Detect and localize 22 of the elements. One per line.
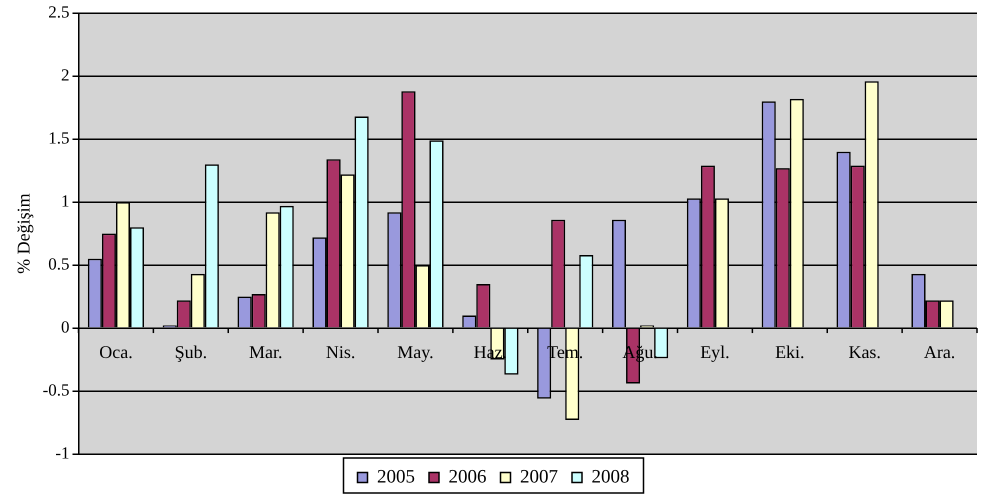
y-tick-label: 0.5	[48, 254, 70, 274]
y-tick-label: 1	[61, 192, 70, 211]
x-tick-label: Kas.	[848, 342, 881, 362]
y-tick-label: -1	[55, 443, 70, 462]
x-tick-label: Eki.	[775, 342, 805, 362]
x-tick-label: Nis.	[326, 342, 356, 362]
legend-label: 2008	[592, 466, 630, 488]
x-tick-label: Ara.	[924, 342, 956, 362]
y-tick-label: -0.5	[42, 380, 70, 400]
y-tick-label: 0	[61, 318, 70, 337]
legend-label: 2007	[520, 466, 558, 488]
x-tick-label: Mar.	[248, 342, 282, 362]
legend-label: 2006	[448, 466, 486, 488]
x-tick-label: Eyl.	[700, 342, 730, 362]
y-tick-label: 1.5	[48, 128, 70, 148]
x-tick-label: Şub.	[174, 342, 208, 362]
y-axis-title: % Değişim	[14, 193, 34, 274]
y-tick-label: 2.5	[48, 2, 70, 22]
legend-label: 2005	[377, 466, 415, 488]
x-tick-label: Oca.	[99, 342, 133, 362]
x-tick-label: May.	[397, 342, 434, 362]
y-tick-label: 2	[61, 66, 70, 85]
